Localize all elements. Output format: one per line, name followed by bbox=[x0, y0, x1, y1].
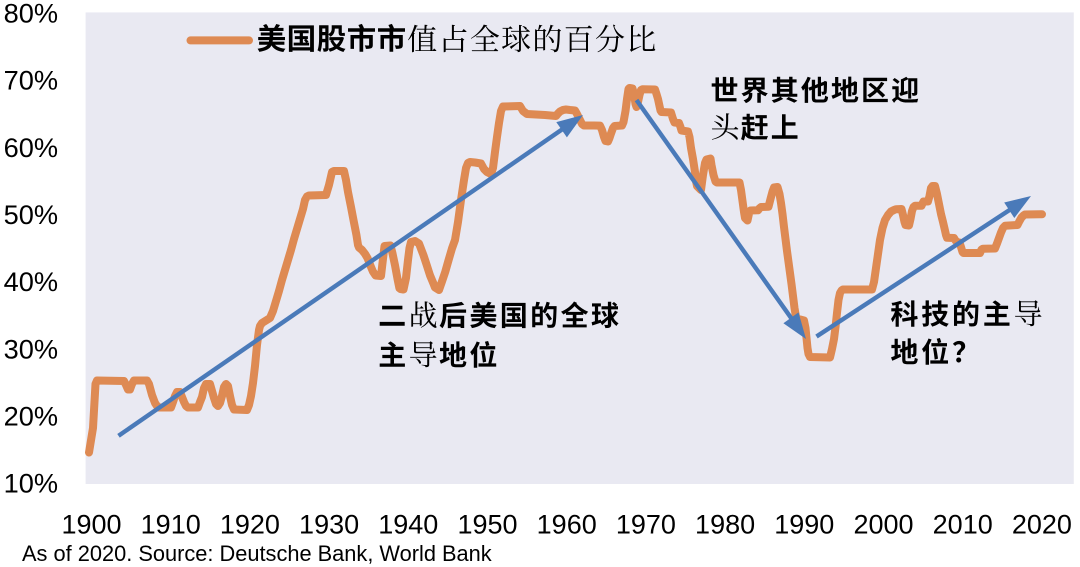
svg-text:1970: 1970 bbox=[616, 509, 676, 539]
svg-text:1920: 1920 bbox=[220, 509, 280, 539]
svg-text:2000: 2000 bbox=[853, 509, 913, 539]
svg-text:20%: 20% bbox=[4, 400, 58, 431]
svg-text:1930: 1930 bbox=[299, 509, 359, 539]
svg-text:50%: 50% bbox=[4, 199, 58, 230]
svg-text:1980: 1980 bbox=[695, 509, 755, 539]
svg-text:80%: 80% bbox=[4, 0, 58, 29]
svg-text:30%: 30% bbox=[4, 333, 58, 364]
svg-text:1900: 1900 bbox=[61, 509, 121, 539]
svg-text:60%: 60% bbox=[4, 132, 58, 163]
svg-text:10%: 10% bbox=[4, 468, 58, 499]
svg-text:2020: 2020 bbox=[1012, 509, 1072, 539]
svg-text:70%: 70% bbox=[4, 65, 58, 96]
svg-text:40%: 40% bbox=[4, 266, 58, 297]
svg-text:1960: 1960 bbox=[537, 509, 597, 539]
svg-text:1950: 1950 bbox=[457, 509, 517, 539]
svg-text:1940: 1940 bbox=[378, 509, 438, 539]
svg-text:2010: 2010 bbox=[933, 509, 993, 539]
svg-text:As of 2020. Source: Deutsche B: As of 2020. Source: Deutsche Bank, World… bbox=[22, 541, 492, 566]
svg-text:1910: 1910 bbox=[141, 509, 201, 539]
svg-text:1990: 1990 bbox=[774, 509, 834, 539]
